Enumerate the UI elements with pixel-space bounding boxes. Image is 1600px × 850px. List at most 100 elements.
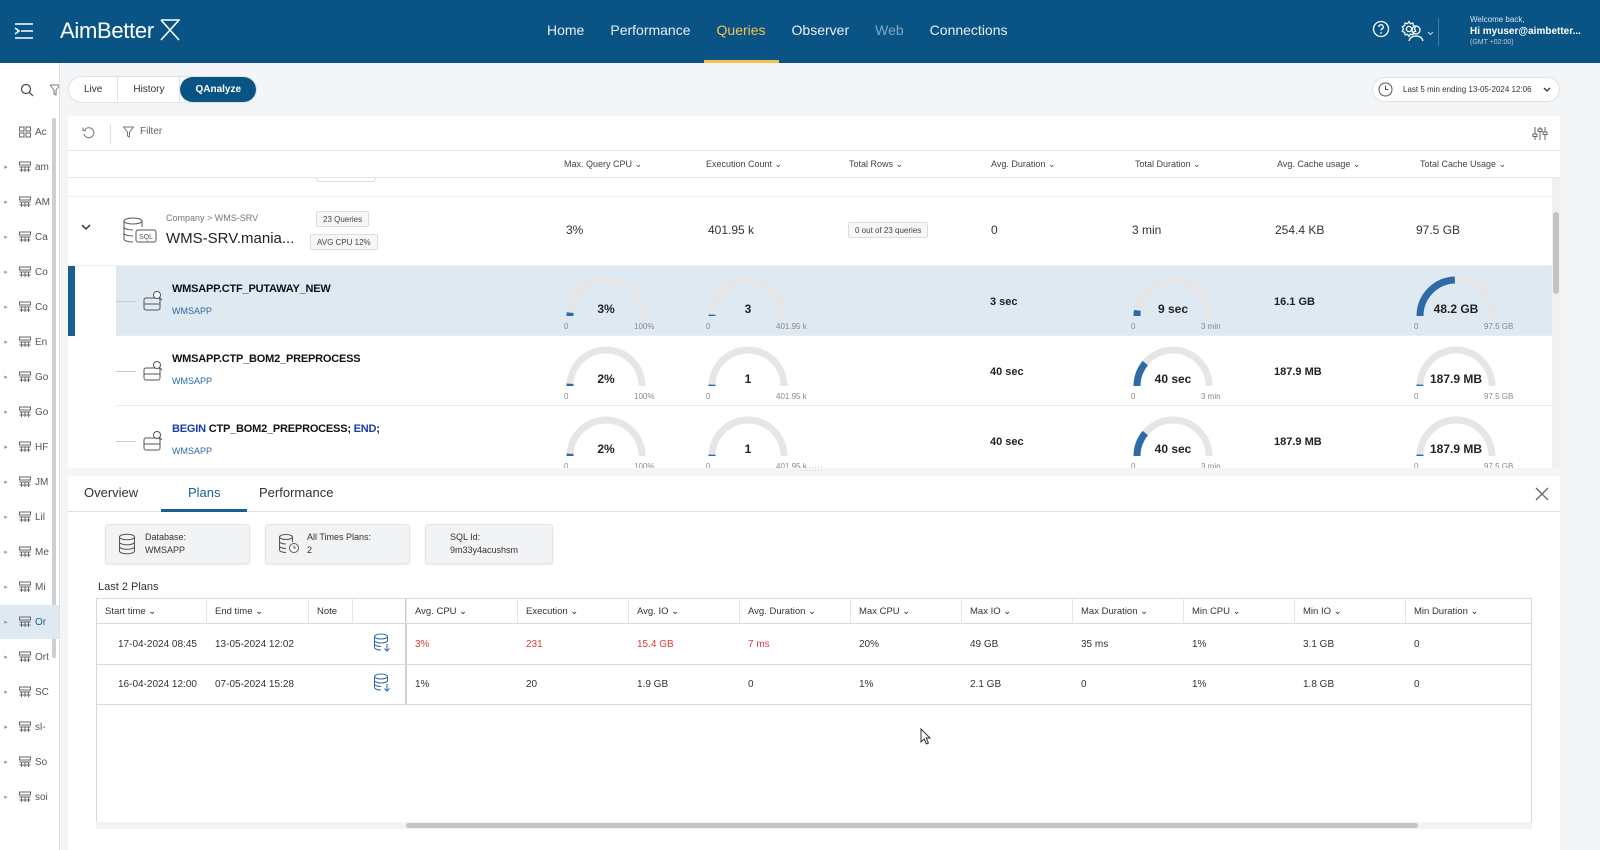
expand-caret-icon[interactable]: ▸ — [4, 444, 8, 451]
close-icon[interactable] — [1534, 486, 1550, 502]
expand-caret-icon[interactable]: ▸ — [4, 584, 8, 591]
view-plan-icon[interactable] — [373, 673, 391, 693]
query-name[interactable]: WMSAPP.CTF_PUTAWAY_NEW — [172, 283, 331, 295]
sort-chevron-icon[interactable]: ⌄ — [899, 606, 911, 617]
expand-caret-icon[interactable]: ▸ — [4, 374, 8, 381]
sidebar-item[interactable]: ▸ soi — [0, 780, 59, 814]
sort-chevron-icon[interactable]: ⌄ — [456, 606, 468, 617]
expand-caret-icon[interactable]: ▸ — [4, 409, 8, 416]
sidebar-item[interactable]: ▸ En — [0, 325, 59, 359]
sidebar-item[interactable]: ▸ Co — [0, 290, 59, 324]
sort-chevron-icon[interactable]: ⌄ — [145, 606, 157, 617]
expand-caret-icon[interactable]: ▸ — [4, 269, 8, 276]
plans-table-hscroll-thumb[interactable] — [406, 823, 1418, 828]
table-row[interactable]: 16-04-2024 12:00 07-05-2024 15:28 1% 20 1.9 … — [97, 665, 1531, 705]
sidebar-item[interactable]: ▸ SC — [0, 675, 59, 709]
column-header[interactable]: Avg. Duration ⌄ — [991, 159, 1055, 170]
table-header[interactable]: Execution ⌄ — [518, 599, 629, 624]
tab-performance[interactable]: Performance — [259, 485, 334, 500]
expand-caret-icon[interactable]: ▸ — [4, 304, 8, 311]
filter-button[interactable]: Filter — [140, 126, 163, 137]
sort-chevron-icon[interactable]: ⌄ — [1000, 606, 1012, 617]
column-header[interactable]: Execution Count ⌄ — [706, 159, 782, 170]
expand-caret-icon[interactable]: ▸ — [4, 199, 8, 206]
table-header[interactable]: Max CPU ⌄ — [851, 599, 962, 624]
mode-tab-qanalyze[interactable]: QAnalyze — [180, 77, 257, 102]
sort-chevron-icon[interactable]: ⌄ — [1330, 606, 1342, 617]
tab-plans[interactable]: Plans — [188, 485, 221, 500]
sidebar-item[interactable]: ▸ AM — [0, 185, 59, 219]
column-header[interactable]: Max. Query CPU ⌄ — [564, 159, 642, 170]
search-icon[interactable] — [20, 83, 34, 97]
sidebar-item[interactable]: ▸ Ort — [0, 640, 59, 674]
table-header[interactable]: Start time ⌄ — [97, 599, 207, 624]
mode-tab-history[interactable]: History — [118, 77, 181, 102]
app-logo[interactable]: AimBetter — [60, 18, 180, 44]
sort-chevron-icon[interactable]: ⌄ — [772, 159, 783, 169]
expand-caret-icon[interactable]: ▸ — [4, 724, 8, 731]
sidebar-item[interactable]: ▸ Me — [0, 535, 59, 569]
column-header[interactable]: Total Cache Usage ⌄ — [1420, 159, 1506, 170]
help-icon[interactable] — [1372, 20, 1390, 38]
nav-connections[interactable]: Connections — [929, 22, 1008, 38]
expand-caret-icon[interactable]: ▸ — [4, 164, 8, 171]
table-header[interactable]: Max Duration ⌄ — [1073, 599, 1184, 624]
sidebar-item[interactable]: ▸ Go — [0, 360, 59, 394]
query-name[interactable]: WMSAPP.CTP_BOM2_PREPROCESS — [172, 353, 361, 365]
sidebar-item[interactable]: Ac — [0, 115, 59, 149]
nav-queries[interactable]: Queries — [703, 0, 779, 63]
expand-caret-icon[interactable]: ▸ — [4, 339, 8, 346]
sidebar-item[interactable]: ▸ JM — [0, 465, 59, 499]
sidebar-item[interactable]: ▸ Mi — [0, 570, 59, 604]
chevron-down-icon[interactable] — [80, 223, 92, 231]
sidebar-item[interactable]: ▸ Lil — [0, 500, 59, 534]
expand-caret-icon[interactable]: ▸ — [4, 794, 8, 801]
sort-chevron-icon[interactable]: ⌄ — [1467, 606, 1479, 617]
table-header[interactable]: Min CPU ⌄ — [1184, 599, 1295, 624]
column-settings-icon[interactable] — [1532, 126, 1548, 141]
table-header[interactable]: Avg. IO ⌄ — [629, 599, 740, 624]
column-header[interactable]: Total Duration ⌄ — [1135, 159, 1201, 170]
expand-caret-icon[interactable]: ▸ — [4, 514, 8, 521]
expand-caret-icon[interactable]: ▸ — [4, 619, 8, 626]
plans-table-hscrollbar[interactable] — [96, 822, 1532, 829]
funnel-icon[interactable] — [123, 126, 134, 139]
query-name[interactable]: BEGIN CTP_BOM2_PREPROCESS; END; — [172, 423, 380, 435]
sidebar-item[interactable]: ▸ So — [0, 745, 59, 779]
refresh-icon[interactable] — [82, 126, 96, 140]
expand-caret-icon[interactable]: ▸ — [4, 549, 8, 556]
table-header[interactable]: Min IO ⌄ — [1295, 599, 1406, 624]
sort-chevron-icon[interactable]: ⌄ — [252, 606, 264, 617]
expand-caret-icon[interactable]: ▸ — [4, 479, 8, 486]
sidebar-item[interactable]: ▸ am — [0, 150, 59, 184]
view-plan-icon[interactable] — [373, 633, 391, 653]
sort-chevron-icon[interactable]: ⌄ — [1496, 159, 1507, 169]
sort-chevron-icon[interactable]: ⌄ — [567, 606, 579, 617]
sidebar-item[interactable]: ▸ Ca — [0, 220, 59, 254]
nav-home[interactable]: Home — [547, 22, 585, 38]
table-header[interactable]: Min Duration ⌄ — [1406, 599, 1531, 624]
sidebar-item[interactable]: ▸ HF — [0, 430, 59, 464]
sort-chevron-icon[interactable]: ⌄ — [668, 606, 680, 617]
table-header[interactable]: End time ⌄ — [207, 599, 309, 624]
expand-caret-icon[interactable]: ▸ — [4, 689, 8, 696]
sort-chevron-icon[interactable]: ⌄ — [632, 159, 643, 169]
nav-performance[interactable]: Performance — [610, 22, 691, 38]
filter-icon[interactable] — [50, 84, 60, 96]
tab-overview[interactable]: Overview — [84, 485, 139, 500]
nav-observer[interactable]: Observer — [791, 22, 850, 38]
sort-chevron-icon[interactable]: ⌄ — [1230, 606, 1241, 617]
sidebar-item[interactable]: ▸ Go — [0, 395, 59, 429]
user-menu[interactable]: Welcome back, Hi myuser@aimbetter... (GM… — [1408, 14, 1581, 50]
time-range-picker[interactable]: Last 5 min ending 13-05-2024 12:06 — [1372, 77, 1560, 102]
mode-tab-live[interactable]: Live — [69, 77, 119, 102]
expand-caret-icon[interactable]: ▸ — [4, 759, 8, 766]
table-header[interactable]: Avg. CPU ⌄ — [407, 599, 518, 624]
resize-handle[interactable]: :::::::: — [800, 466, 824, 473]
sidebar-item[interactable]: ▸ sl- — [0, 710, 59, 744]
nav-web[interactable]: Web — [875, 22, 904, 38]
sort-chevron-icon[interactable]: ⌄ — [1350, 159, 1361, 169]
expand-caret-icon[interactable]: ▸ — [4, 654, 8, 661]
sidebar-scrollbar[interactable] — [52, 118, 56, 658]
column-header[interactable]: Total Rows ⌄ — [849, 159, 903, 170]
